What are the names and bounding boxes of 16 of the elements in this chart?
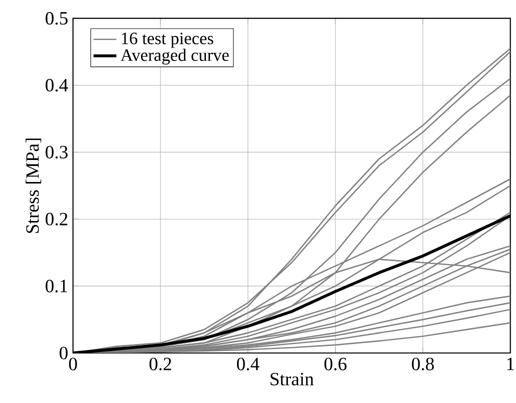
y-axis-title: Stress [MPa] [26,138,42,233]
y-tick-label: 0.4 [46,78,68,92]
x-tick-label: 0.2 [150,358,172,370]
x-tick-label: 0.8 [412,358,434,370]
y-tick-label: 0.5 [46,12,68,25]
legend-label: Averaged curve [120,48,229,65]
y-tick-label: 0.2 [46,212,68,226]
x-tick-label: 0.6 [324,358,347,370]
x-tick-label: 1 [507,358,514,370]
x-tick-label: 0.4 [236,358,260,370]
y-tick-label: 0.3 [46,146,68,159]
y-tick-label: 0 [60,346,68,360]
x-tick-label: 0 [69,358,77,370]
legend-label: 16 test pieces [122,32,214,48]
x-axis-title: Strain [270,372,314,386]
y-tick-label: 0.1 [46,280,68,292]
